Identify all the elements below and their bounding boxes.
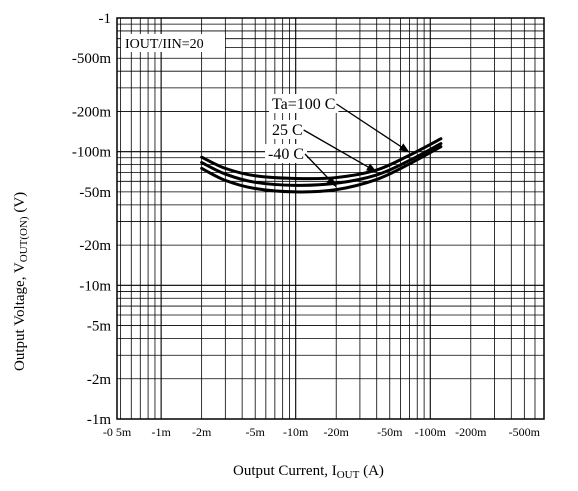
series-label-2: 25 C [272, 122, 303, 139]
series-leader-2 [303, 129, 378, 173]
series-label-bg [269, 120, 306, 139]
series-line-2 [200, 142, 443, 187]
grid-layer [117, 17, 545, 420]
series-label-3: -40 C [268, 146, 304, 163]
x-tick-label: -500m [509, 425, 541, 439]
y-tick-label: -500m [72, 51, 111, 67]
y-axis-title: Output Voltage, VOUT(ON) (V) [12, 192, 30, 371]
y-tick-label: -200m [72, 104, 111, 120]
y-tick-label: -10m [79, 278, 111, 294]
x-axis-title-main: Output Current, I [233, 463, 337, 479]
annotation-layer: Ta=100 C 25 C -40 C [265, 94, 410, 188]
y-tick-label: -50m [79, 185, 111, 201]
series-label-bg [265, 144, 307, 163]
x-tick-label: -0 5m [103, 425, 132, 439]
series-arrowhead-1 [398, 143, 410, 153]
y-axis-title-sub: OUT(ON) [18, 216, 30, 262]
condition-box [121, 34, 225, 52]
condition-label: IOUT/IIN=20 [125, 37, 204, 52]
y-tick-label: -100m [72, 145, 111, 161]
x-tick-label: -100m [415, 425, 447, 439]
x-axis-title: Output Current, IOUT (A) [233, 463, 384, 481]
tick-layer: -0 5m -1m -2m -5m -10m -20m -50m -100m -200m -500… [72, 11, 541, 439]
y-axis-title-main: Output Voltage, V [12, 262, 28, 371]
x-tick-label: -10m [283, 425, 309, 439]
series-layer [200, 137, 443, 194]
y-tick-label: -20m [79, 238, 111, 254]
plot-frame [116, 17, 545, 420]
y-tick-label: -2m [87, 372, 111, 388]
x-tick-label: -2m [192, 425, 212, 439]
y-tick-label: -1 [99, 11, 112, 27]
series-leader-1 [336, 103, 410, 153]
series-arrowhead-3 [326, 176, 337, 187]
y-tick-label: -5m [87, 319, 111, 335]
series-line-3 [200, 145, 443, 194]
x-tick-label: -200m [455, 425, 487, 439]
x-tick-label: -1m [151, 425, 171, 439]
series-label-bg [269, 94, 339, 113]
x-tick-label: -50m [377, 425, 403, 439]
series-arrowhead-2 [366, 163, 377, 172]
x-tick-label: -5m [246, 425, 266, 439]
x-axis-title-sub: OUT [337, 469, 360, 481]
x-axis-title-unit: (A) [359, 463, 384, 479]
series-label-1: Ta=100 C [272, 96, 335, 113]
x-tick-label: -20m [324, 425, 350, 439]
series-line-1 [200, 137, 443, 181]
y-axis-title-unit: (V) [12, 192, 28, 217]
y-tick-label: -1m [87, 412, 111, 428]
